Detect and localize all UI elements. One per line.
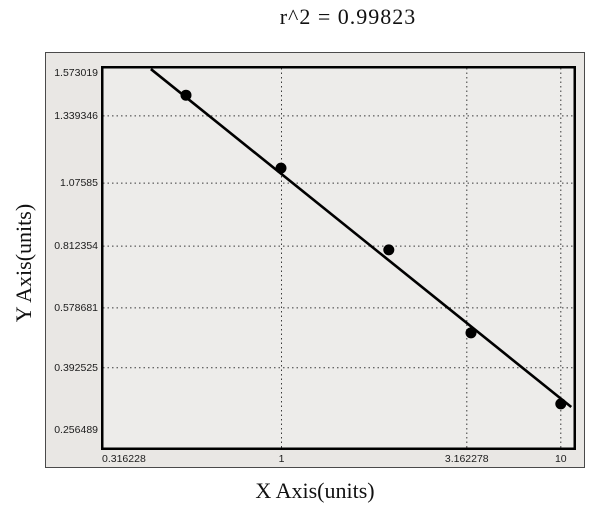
figure-area: 1.573019 1.339346 1.07585 0.812354 0.578681 0… [45, 52, 585, 468]
x-tick-label: 3.162278 [444, 453, 489, 465]
chart-title-r-squared: r^2 = 0.99823 [279, 4, 417, 29]
x-axis-title: X Axis(units) [255, 478, 375, 503]
scatter-plot-svg [101, 66, 576, 450]
y-tick-label: 0.812354 [54, 240, 98, 253]
x-tick-label: 10 [554, 453, 567, 465]
y-tick-label: 0.392525 [54, 361, 98, 374]
y-tick-label: 1.339346 [54, 109, 98, 122]
y-tick-label: 0.578681 [54, 301, 98, 314]
y-tick-label: 1.07585 [60, 177, 98, 190]
plot-area [101, 66, 576, 450]
x-tick-label: 1 [278, 453, 285, 465]
y-tick-label: 0.256489 [54, 424, 98, 437]
x-tick-label: 0.316228 [102, 453, 146, 465]
y-tick-label: 1.573019 [54, 66, 98, 79]
